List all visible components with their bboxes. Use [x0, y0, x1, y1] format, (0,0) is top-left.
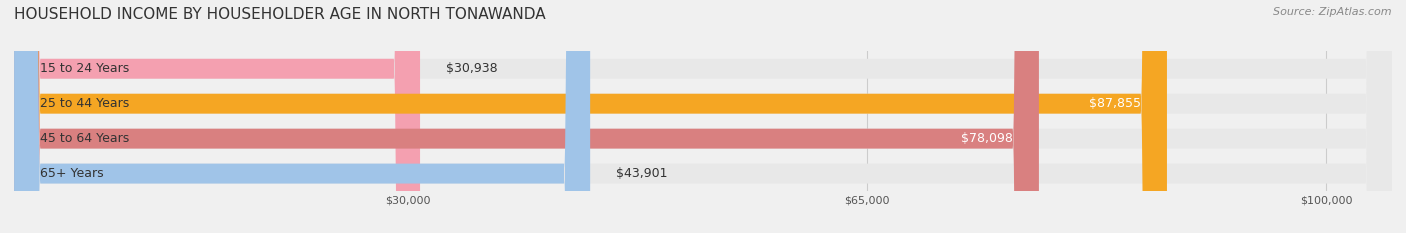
- FancyBboxPatch shape: [14, 0, 1167, 233]
- FancyBboxPatch shape: [14, 0, 591, 233]
- Text: Source: ZipAtlas.com: Source: ZipAtlas.com: [1274, 7, 1392, 17]
- FancyBboxPatch shape: [14, 0, 1392, 233]
- Text: HOUSEHOLD INCOME BY HOUSEHOLDER AGE IN NORTH TONAWANDA: HOUSEHOLD INCOME BY HOUSEHOLDER AGE IN N…: [14, 7, 546, 22]
- Text: $78,098: $78,098: [960, 132, 1012, 145]
- Text: 25 to 44 Years: 25 to 44 Years: [41, 97, 129, 110]
- Text: $87,855: $87,855: [1088, 97, 1140, 110]
- FancyBboxPatch shape: [14, 0, 1039, 233]
- Text: $30,938: $30,938: [446, 62, 498, 75]
- Text: 45 to 64 Years: 45 to 64 Years: [41, 132, 129, 145]
- Text: 65+ Years: 65+ Years: [41, 167, 104, 180]
- Text: $43,901: $43,901: [616, 167, 668, 180]
- FancyBboxPatch shape: [14, 0, 420, 233]
- FancyBboxPatch shape: [14, 0, 1392, 233]
- FancyBboxPatch shape: [14, 0, 1392, 233]
- FancyBboxPatch shape: [14, 0, 1392, 233]
- Text: 15 to 24 Years: 15 to 24 Years: [41, 62, 129, 75]
